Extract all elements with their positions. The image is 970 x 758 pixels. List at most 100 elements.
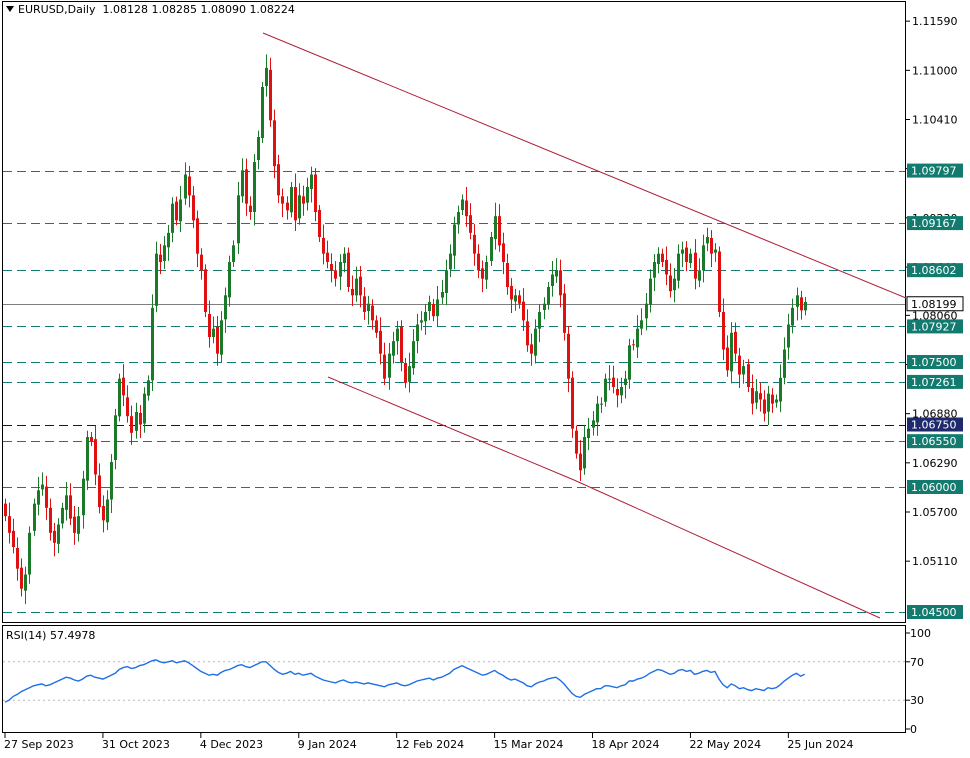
candle[interactable] bbox=[583, 424, 586, 475]
candle[interactable] bbox=[326, 240, 329, 269]
candle[interactable] bbox=[612, 365, 615, 394]
candle[interactable] bbox=[216, 316, 219, 366]
candle[interactable] bbox=[640, 308, 643, 336]
candle[interactable] bbox=[534, 319, 537, 364]
candle[interactable] bbox=[730, 322, 733, 384]
candle[interactable] bbox=[16, 537, 19, 581]
candle[interactable] bbox=[200, 248, 203, 280]
candle[interactable] bbox=[689, 248, 692, 268]
candle[interactable] bbox=[563, 284, 566, 341]
candle[interactable] bbox=[41, 472, 44, 496]
candle[interactable] bbox=[179, 186, 182, 232]
candle[interactable] bbox=[424, 304, 427, 335]
middle-trendline[interactable] bbox=[327, 376, 575, 481]
level-price-tag[interactable]: 1.07500 bbox=[907, 355, 963, 369]
candle[interactable] bbox=[126, 385, 129, 423]
candle[interactable] bbox=[661, 248, 664, 267]
candle[interactable] bbox=[147, 375, 150, 401]
level-price-tag[interactable]: 1.06750 bbox=[907, 417, 963, 432]
candle[interactable] bbox=[237, 181, 240, 254]
candle[interactable] bbox=[579, 440, 582, 481]
candle[interactable] bbox=[571, 371, 574, 438]
candle[interactable] bbox=[151, 294, 154, 391]
candle[interactable] bbox=[596, 395, 599, 436]
candle[interactable] bbox=[188, 165, 191, 208]
candle[interactable] bbox=[65, 481, 68, 521]
candle[interactable] bbox=[616, 378, 619, 408]
candle[interactable] bbox=[779, 364, 782, 413]
candle[interactable] bbox=[412, 329, 415, 375]
candle[interactable] bbox=[791, 298, 794, 334]
candle[interactable] bbox=[37, 476, 40, 516]
candle[interactable] bbox=[367, 295, 370, 325]
lower-trendline[interactable] bbox=[573, 479, 881, 619]
candle[interactable] bbox=[24, 566, 27, 605]
candle[interactable] bbox=[787, 313, 790, 360]
candle[interactable] bbox=[624, 370, 627, 399]
level-price-tag[interactable]: 1.04500 bbox=[907, 605, 963, 619]
candle[interactable] bbox=[347, 247, 350, 292]
candle[interactable] bbox=[355, 266, 358, 302]
candle[interactable] bbox=[669, 263, 672, 298]
candle[interactable] bbox=[57, 518, 60, 554]
candle[interactable] bbox=[228, 255, 231, 307]
candle[interactable] bbox=[498, 204, 501, 252]
candle[interactable] bbox=[632, 339, 635, 351]
candle[interactable] bbox=[143, 387, 146, 433]
candle[interactable] bbox=[428, 295, 431, 321]
candle[interactable] bbox=[449, 244, 452, 278]
candle[interactable] bbox=[665, 246, 668, 286]
candle[interactable] bbox=[139, 405, 142, 438]
candle[interactable] bbox=[220, 311, 223, 363]
collapse-triangle-icon[interactable] bbox=[6, 6, 14, 12]
candle[interactable] bbox=[241, 158, 244, 203]
candle[interactable] bbox=[551, 261, 554, 297]
candle[interactable] bbox=[477, 244, 480, 279]
candle[interactable] bbox=[53, 523, 56, 557]
candle[interactable] bbox=[290, 182, 293, 218]
candle[interactable] bbox=[636, 315, 639, 358]
candle[interactable] bbox=[245, 158, 248, 216]
candle[interactable] bbox=[494, 202, 497, 250]
candle[interactable] bbox=[212, 316, 215, 344]
candle[interactable] bbox=[567, 326, 570, 393]
candle[interactable] bbox=[118, 373, 121, 422]
candle[interactable] bbox=[530, 333, 533, 366]
candle[interactable] bbox=[61, 502, 64, 529]
candle[interactable] bbox=[343, 247, 346, 273]
candle[interactable] bbox=[8, 502, 11, 544]
candle[interactable] bbox=[555, 258, 558, 283]
candle[interactable] bbox=[192, 186, 195, 229]
level-price-tag[interactable]: 1.09167 bbox=[907, 216, 963, 231]
candle[interactable] bbox=[506, 253, 509, 295]
candle[interactable] bbox=[775, 394, 778, 408]
candle[interactable] bbox=[526, 309, 529, 352]
candle[interactable] bbox=[224, 287, 227, 333]
candle[interactable] bbox=[106, 490, 109, 531]
candle[interactable] bbox=[734, 322, 737, 362]
candle[interactable] bbox=[273, 109, 276, 179]
candle[interactable] bbox=[457, 205, 460, 234]
candle[interactable] bbox=[653, 254, 656, 292]
candle[interactable] bbox=[783, 337, 786, 385]
candle[interactable] bbox=[673, 268, 676, 303]
candle[interactable] bbox=[473, 224, 476, 266]
candle[interactable] bbox=[604, 373, 607, 407]
candle[interactable] bbox=[518, 290, 521, 309]
candle[interactable] bbox=[277, 154, 280, 204]
candle[interactable] bbox=[677, 244, 680, 289]
candle[interactable] bbox=[702, 234, 705, 283]
candle[interactable] bbox=[445, 259, 448, 306]
candle[interactable] bbox=[196, 210, 199, 268]
candle[interactable] bbox=[339, 254, 342, 291]
candle[interactable] bbox=[575, 425, 578, 459]
candle[interactable] bbox=[771, 388, 774, 413]
level-price-tag[interactable]: 1.08602 bbox=[907, 263, 963, 278]
candle[interactable] bbox=[330, 253, 333, 283]
candle[interactable] bbox=[4, 498, 7, 522]
candle[interactable] bbox=[441, 279, 444, 304]
candle[interactable] bbox=[73, 506, 76, 545]
candle[interactable] bbox=[69, 483, 72, 526]
candle[interactable] bbox=[796, 287, 799, 321]
candle[interactable] bbox=[559, 259, 562, 308]
